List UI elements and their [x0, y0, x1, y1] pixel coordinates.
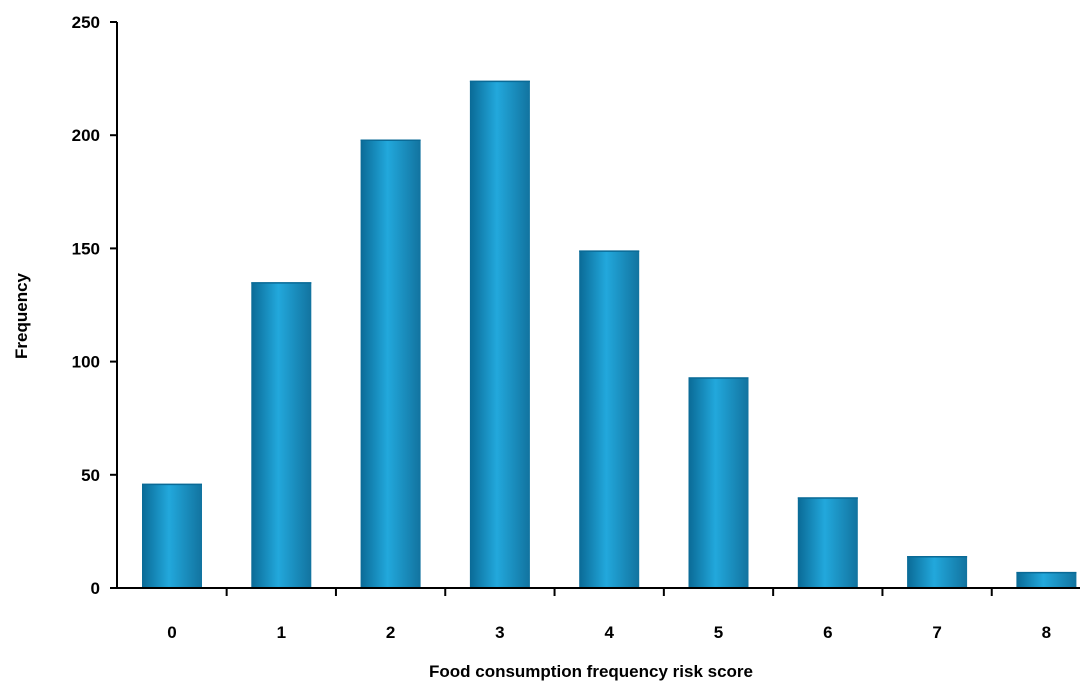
bar-rect: [251, 282, 312, 588]
bar-rect: [797, 497, 858, 588]
x-tick-label: 7: [932, 623, 941, 642]
x-tick-label: 4: [604, 623, 614, 642]
bar-rect: [907, 556, 968, 588]
y-tick-label: 100: [72, 353, 100, 372]
y-tick-label: 250: [72, 13, 100, 32]
bar-1: [251, 282, 312, 588]
x-axis-title: Food consumption frequency risk score: [429, 662, 753, 681]
bar-8: [1016, 571, 1077, 588]
bar-rect: [142, 483, 202, 588]
bar-rect: [360, 139, 421, 588]
tick-labels: 0 50 100 150 200 250 0 1 2 3 4 5 6 7 8: [72, 13, 1052, 642]
x-tick-label: 3: [495, 623, 504, 642]
bar-3: [469, 80, 530, 588]
bar-6: [797, 497, 858, 588]
bar-5: [688, 377, 749, 588]
bar-rect: [579, 250, 640, 588]
bar-rect: [1016, 572, 1077, 588]
x-tick-label: 2: [386, 623, 395, 642]
bar-rect: [688, 377, 749, 588]
bars: [142, 80, 1077, 588]
x-tick-label: 1: [277, 623, 286, 642]
y-axis-title: Frequency: [12, 272, 31, 359]
bar-7: [907, 556, 968, 588]
bar-rect: [469, 80, 530, 588]
axes: [110, 21, 1080, 596]
x-tick-label: 5: [714, 623, 723, 642]
bar-4: [579, 250, 640, 588]
x-tick-label: 6: [823, 623, 832, 642]
y-tick-label: 0: [91, 579, 100, 598]
x-tick-label: 8: [1042, 623, 1051, 642]
y-tick-label: 150: [72, 239, 100, 258]
x-tick-label: 0: [167, 623, 176, 642]
y-tick-label: 200: [72, 126, 100, 145]
y-tick-label: 50: [81, 466, 100, 485]
bar-2: [360, 139, 421, 588]
bar-0: [142, 483, 202, 588]
